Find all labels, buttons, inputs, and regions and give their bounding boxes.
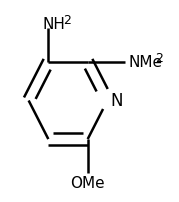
Text: OMe: OMe — [70, 175, 105, 190]
Text: NH: NH — [42, 17, 65, 32]
Text: N: N — [110, 92, 123, 110]
Text: NMe: NMe — [129, 55, 163, 70]
Text: 2: 2 — [155, 52, 163, 65]
Text: 2: 2 — [64, 14, 71, 27]
